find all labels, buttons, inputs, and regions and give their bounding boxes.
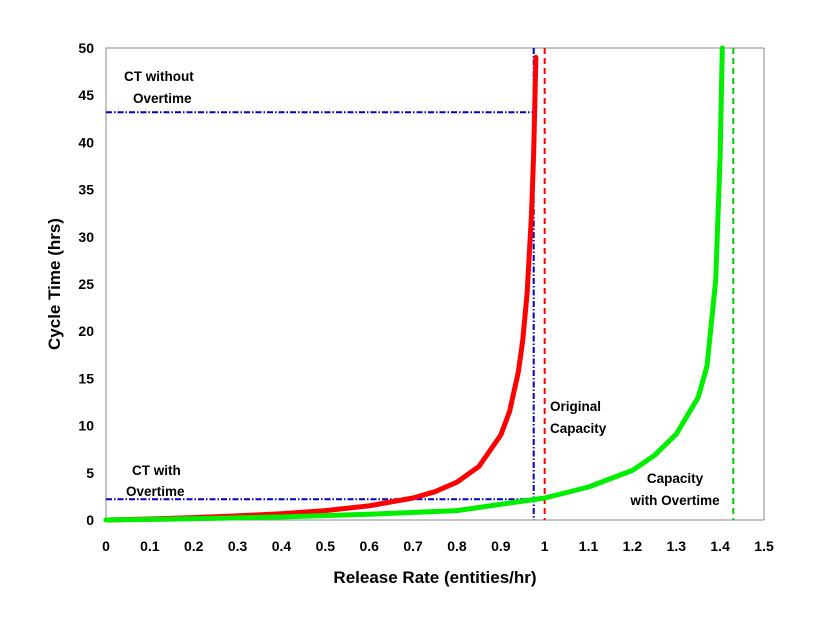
x-tick-label: 0.4	[272, 538, 292, 554]
y-tick-label: 15	[78, 370, 94, 386]
y-tick-label: 25	[78, 276, 94, 292]
y-tick-label: 50	[78, 40, 94, 56]
annotation-ct-without-line2: Overtime	[133, 91, 192, 106]
x-tick-label: 1.4	[710, 538, 730, 554]
series-lines	[103, 45, 725, 523]
x-tick-label: 0.7	[403, 538, 423, 554]
x-tick-label: 0.3	[228, 538, 248, 554]
green-series-line	[103, 45, 725, 523]
reference-lines	[106, 48, 735, 520]
x-tick-label: 0.9	[491, 538, 511, 554]
x-tick-label: 1.2	[623, 538, 643, 554]
y-tick-label: 20	[78, 323, 94, 339]
x-tick-label: 0	[102, 538, 110, 554]
annotation-capacity-overtime-line1: Capacity	[647, 471, 704, 486]
annotation-ct-without-line1: CT without	[124, 69, 194, 84]
y-tick-label: 40	[78, 134, 94, 150]
y-tick-label: 45	[78, 87, 94, 103]
x-tick-label: 0.2	[184, 538, 204, 554]
x-axis-title: Release Rate (entities/hr)	[333, 568, 536, 587]
y-tick-label: 35	[78, 182, 94, 198]
y-tick-label: 30	[78, 229, 94, 245]
annotation-original-capacity-line1: Original	[550, 399, 601, 414]
x-tick-label: 1	[541, 538, 549, 554]
x-tick-label: 0.6	[359, 538, 379, 554]
annotation-ct-with-line1: CT with	[132, 463, 181, 478]
axis-ticks: 0 0.1 0.2 0.3 0.4 0.5 0.6 0.7 0.8 0.9 1 1.1 1.2 1.3 1.…	[78, 40, 774, 554]
annotation-ct-with-line2: Overtime	[126, 484, 185, 499]
y-tick-label: 10	[78, 418, 94, 434]
x-tick-label: 1.5	[754, 538, 774, 554]
y-tick-label: 5	[86, 465, 94, 481]
x-tick-label: 0.5	[316, 538, 336, 554]
x-tick-label: 1.1	[579, 538, 599, 554]
y-axis-title: Cycle Time (hrs)	[45, 218, 64, 350]
x-tick-label: 0.8	[447, 538, 467, 554]
annotation-capacity-overtime-line2: with Overtime	[629, 493, 720, 508]
x-tick-label: 1.3	[667, 538, 687, 554]
x-tick-label: 0.1	[140, 538, 160, 554]
plot-area	[105, 47, 765, 521]
annotation-original-capacity-line2: Capacity	[550, 421, 607, 436]
y-tick-label: 0	[86, 512, 94, 528]
